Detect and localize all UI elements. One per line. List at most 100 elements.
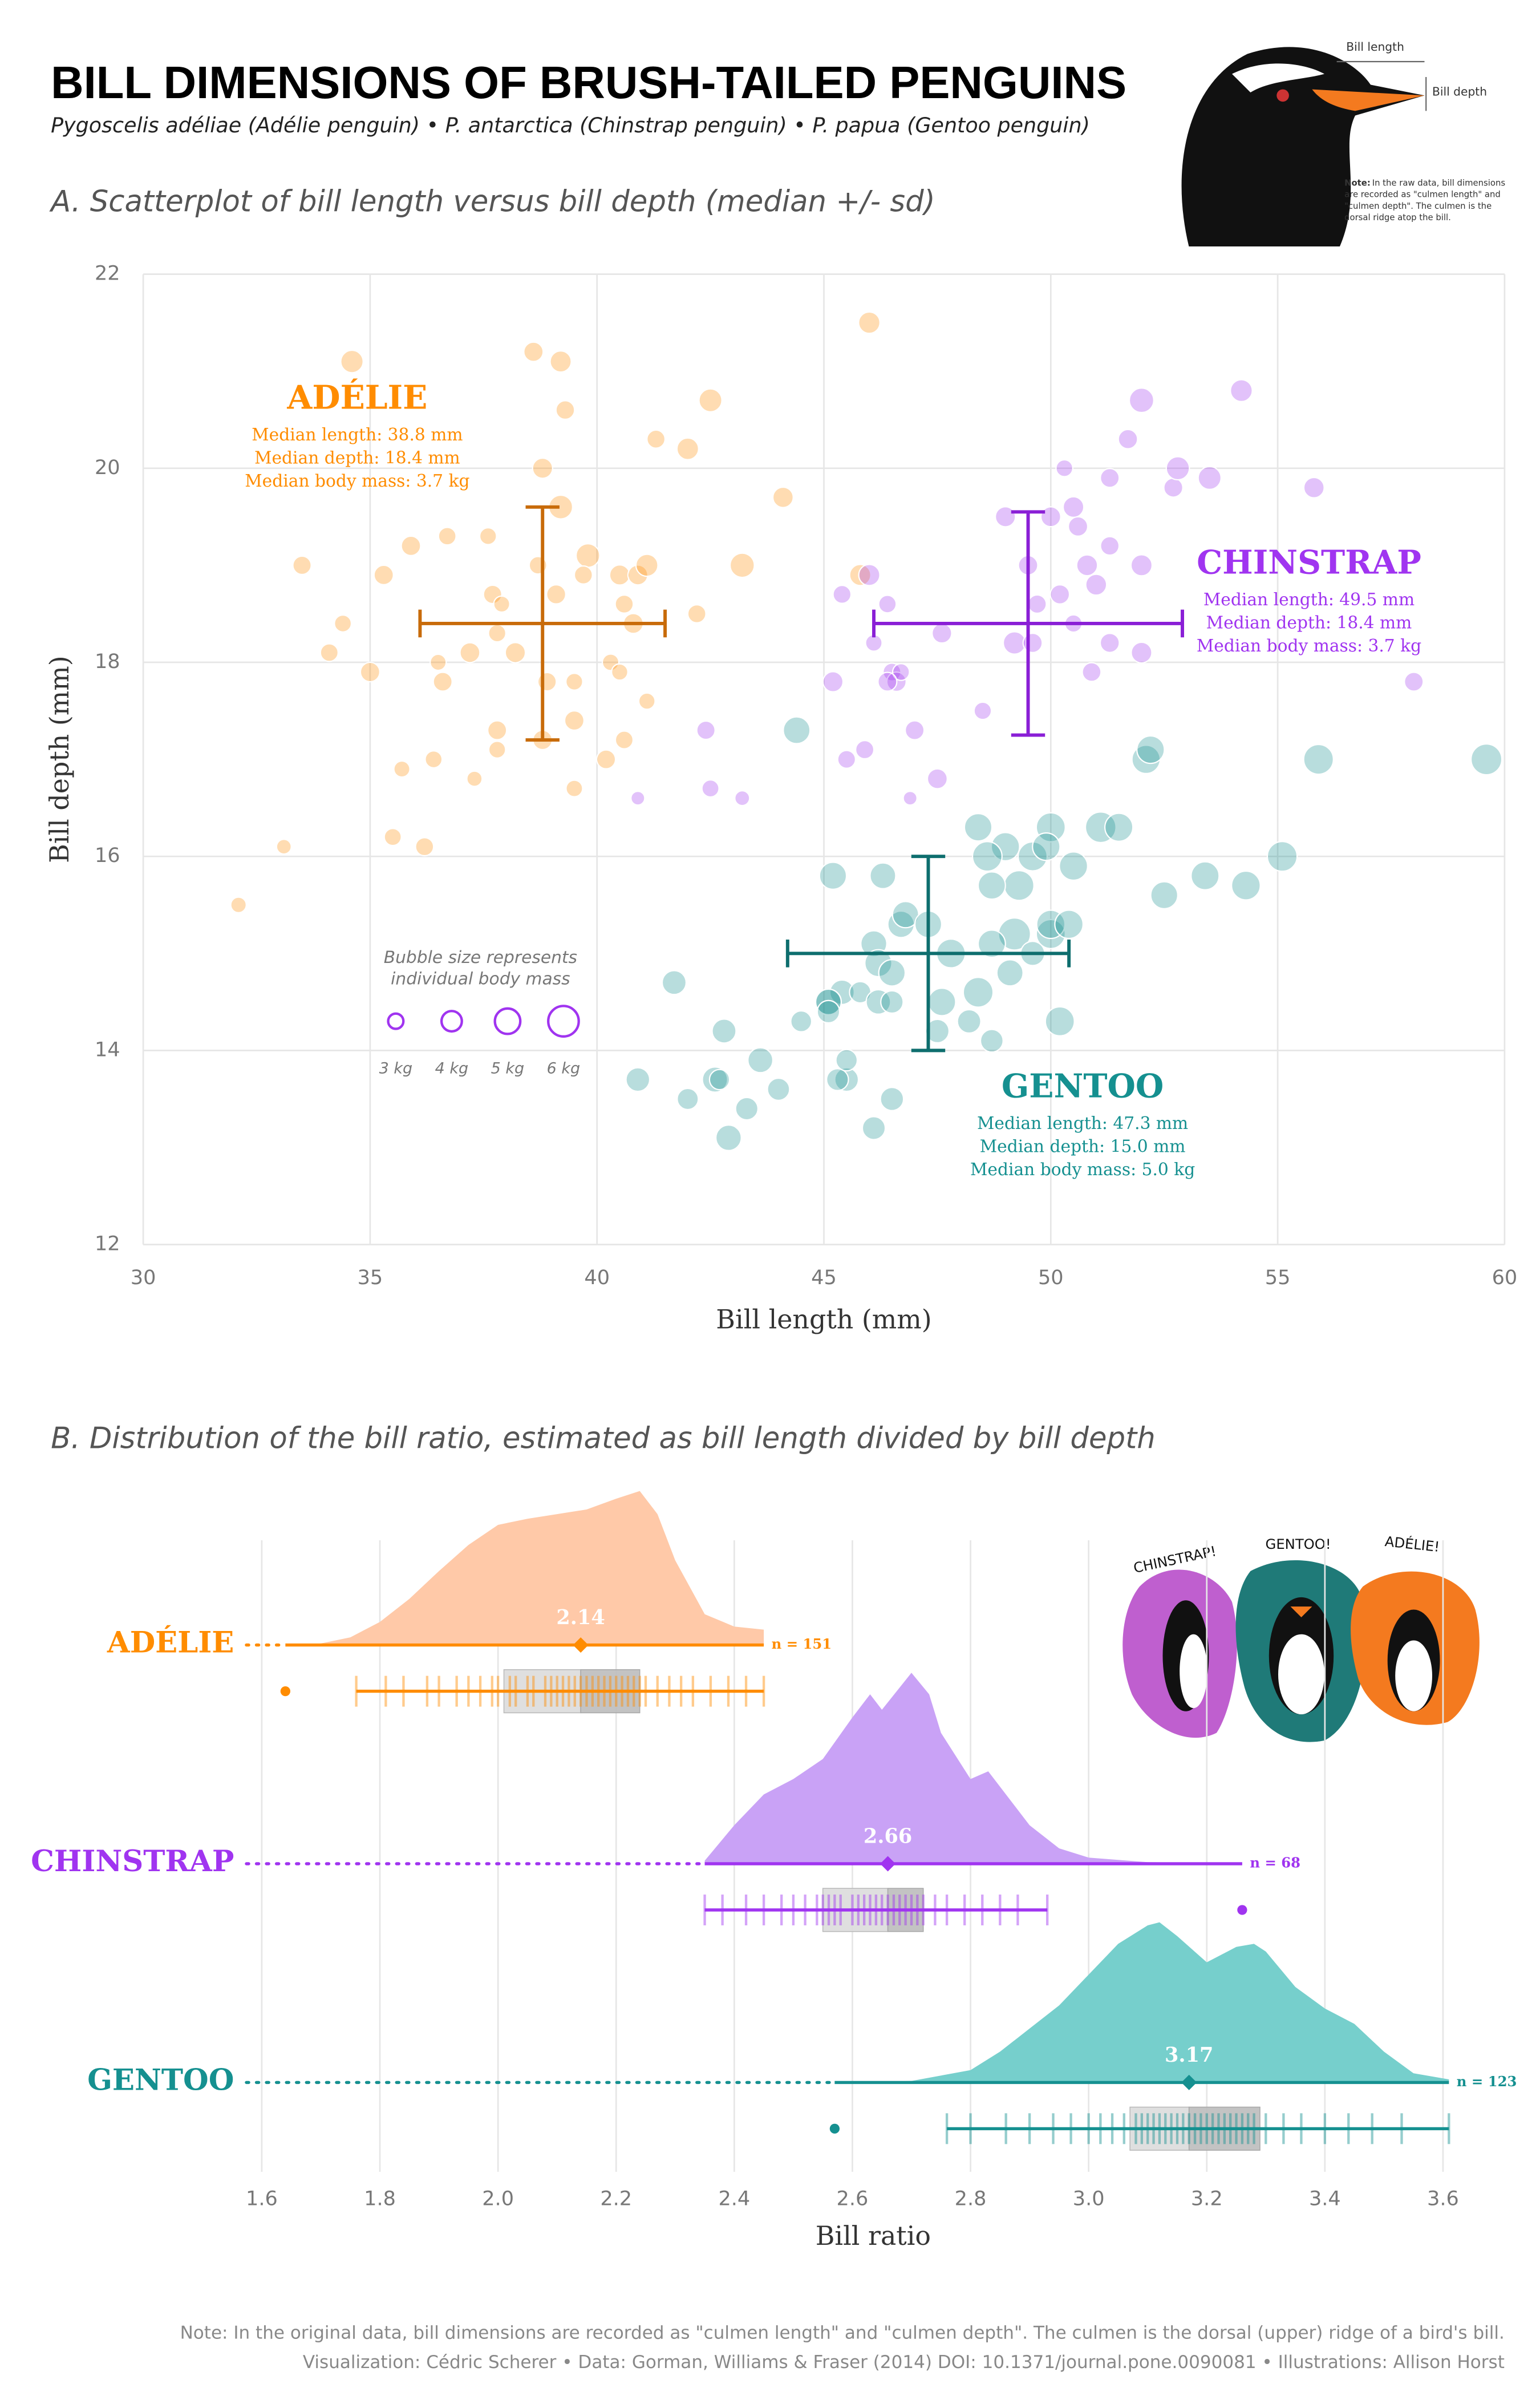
x-tick-label: 3.2 [1191,2187,1223,2211]
x-tick-label: 35 [358,1266,383,1289]
row-label: GENTOO [87,2063,234,2097]
data-point [565,673,583,691]
data-point [880,1087,905,1111]
data-point [596,749,617,770]
data-point [990,832,1020,861]
median-label: 3.17 [1165,2043,1213,2067]
data-point [1128,387,1154,414]
y-tick-label: 12 [95,1232,120,1256]
series-label: CHINSTRAP [1197,544,1421,582]
data-point [878,959,906,987]
x-tick-label: 2.2 [600,2187,632,2211]
data-point [1062,496,1085,518]
data-point [882,662,902,682]
size-legend-label: 6 kg [547,1059,581,1077]
outlier [829,2123,840,2134]
data-point [1081,662,1102,682]
data-point [1230,379,1253,402]
data-point [488,740,506,759]
data-point [878,594,897,614]
data-point [858,311,881,334]
data-point [971,841,1003,872]
y-tick-label: 18 [95,650,120,673]
data-point [1231,870,1261,901]
data-point [1190,861,1220,891]
data-point [573,565,593,585]
penguin-adelie-belly [1395,1640,1432,1711]
x-tick-label: 3.4 [1309,2187,1341,2211]
data-point [635,553,659,577]
data-point [1002,631,1027,655]
data-point [676,437,699,460]
median-annotation: Median depth: 15.0 mm [980,1136,1186,1156]
data-point [646,429,666,449]
data-point [532,458,553,479]
size-legend-title: individual body mass [391,969,570,989]
data-point [546,584,566,605]
data-point [487,720,508,740]
median-annotation: Median body mass: 5.0 kg [970,1160,1195,1180]
data-point [1068,516,1089,537]
data-point [676,1087,699,1111]
bill-depth-label: Bill depth [1432,84,1487,98]
data-point [614,594,634,614]
data-point [611,663,629,681]
data-point [902,791,918,806]
size-legend-label: 4 kg [435,1059,469,1077]
data-point [549,350,572,373]
data-point [849,564,872,586]
data-point [1130,554,1153,577]
data-point [602,653,620,671]
y-tick-label: 14 [95,1038,120,1061]
data-point [891,663,910,681]
data-point [927,987,957,1017]
median-annotation: Median body mass: 3.7 kg [1197,636,1421,656]
data-point [687,604,707,624]
data-point [767,1077,791,1101]
penguin-cartoon [1122,1560,1480,1742]
eye [1276,89,1289,102]
data-point [708,1069,731,1091]
data-point [962,977,994,1008]
data-point [696,720,716,740]
data-point [1003,870,1035,901]
x-tick-label: 2.4 [718,2187,750,2211]
data-point [373,564,394,585]
median-annotation: Median length: 49.5 mm [1203,590,1415,610]
data-point [340,350,364,374]
x-tick-label: 45 [811,1266,837,1289]
y-tick-label: 16 [95,844,120,867]
density-cloud [834,1922,1449,2083]
data-point [711,1018,737,1044]
data-point [1076,554,1099,577]
cartoon-label: GENTOO! [1266,1536,1331,1552]
x-axis-title: Bill length (mm) [716,1304,931,1335]
data-point [1036,909,1066,940]
note-lead: Note: [1344,178,1371,188]
data-point [1059,851,1088,881]
head-patch [1231,63,1324,92]
data-point [905,720,925,740]
page-subtitle: Pygoscelis adéliae (Adélie penguin) • P.… [51,113,1090,137]
data-point [855,740,875,760]
n-label: n = 68 [1250,1854,1300,1871]
data-point [383,828,402,847]
data-point [1032,832,1061,861]
data-point [424,750,443,768]
data-point [1049,584,1071,605]
x-tick-label: 2.0 [482,2187,514,2211]
data-point [832,585,852,604]
x-tick-label: 3.0 [1073,2187,1105,2211]
outlier [1237,1905,1247,1915]
data-point [973,701,992,721]
data-point [880,990,904,1014]
data-point [1044,1006,1075,1037]
data-point [537,671,557,692]
row-label: ADÉLIE [107,1626,234,1660]
n-label: n = 151 [772,1636,832,1652]
data-point [504,642,526,663]
bill-length-label: Bill length [1346,40,1404,54]
series-label: GENTOO [1002,1068,1164,1106]
